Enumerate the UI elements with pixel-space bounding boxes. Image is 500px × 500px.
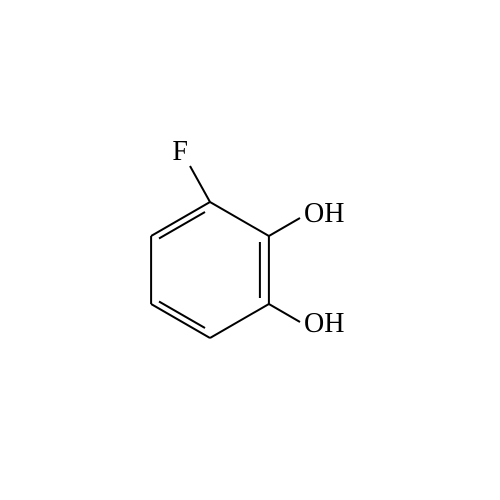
hydroxyl-label-1: OH (304, 198, 344, 229)
bond-c2-oh (269, 218, 300, 236)
fluorine-label: F (172, 136, 188, 167)
bond-c4-c5-inner (159, 302, 205, 329)
benzene-ring (151, 202, 269, 338)
bond-c4-c5-outer (151, 304, 210, 338)
bond-c6-c1-outer (151, 202, 210, 236)
bond-c1-f (190, 166, 210, 202)
substituent-hydroxyl-2: OH (269, 304, 345, 339)
bond-c6-c1-inner (159, 212, 205, 239)
bond-c3-c4 (210, 304, 269, 338)
bond-c1-c2 (210, 202, 269, 236)
molecule-diagram: F OH OH (0, 0, 500, 500)
hydroxyl-label-2: OH (304, 308, 344, 339)
substituent-fluorine: F (172, 136, 210, 202)
bond-c3-oh (269, 304, 300, 322)
substituent-hydroxyl-1: OH (269, 198, 345, 236)
